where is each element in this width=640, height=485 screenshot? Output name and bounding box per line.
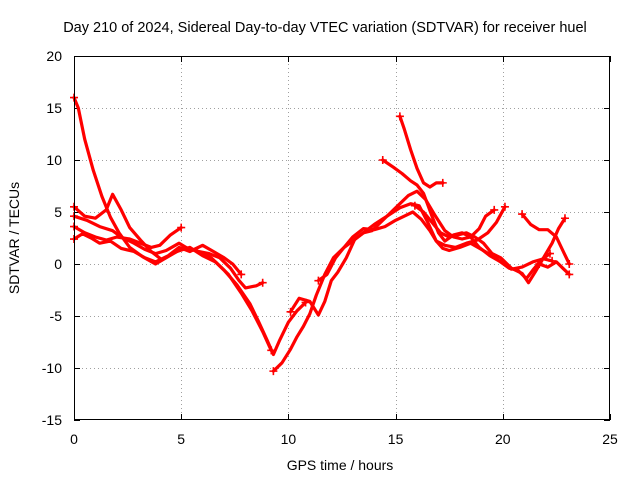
data-series-8-start-marker bbox=[314, 276, 323, 285]
x-axis-label: GPS time / hours bbox=[287, 457, 394, 473]
x-tick-label: 20 bbox=[495, 431, 511, 447]
data-series-6-start-marker bbox=[269, 367, 278, 376]
data-series-1 bbox=[72, 96, 273, 352]
data-series-10-end-marker bbox=[438, 178, 447, 187]
data-series-4 bbox=[72, 225, 183, 249]
y-tick-label: 0 bbox=[54, 256, 62, 272]
chart-title: Day 210 of 2024, Sidereal Day-to-day VTE… bbox=[63, 20, 587, 36]
x-tick-label: 25 bbox=[602, 431, 618, 447]
data-series-7-start-marker bbox=[286, 307, 295, 316]
data-series-11 bbox=[413, 204, 567, 285]
data-series-11-end-marker bbox=[560, 214, 569, 223]
y-tick-label: -10 bbox=[42, 360, 62, 376]
data-series-9-start-marker bbox=[378, 156, 387, 164]
data-series-7-end-marker bbox=[490, 205, 499, 214]
data-series-3-end-marker bbox=[258, 278, 267, 287]
x-tick-label: 5 bbox=[177, 431, 185, 447]
data-series-10-start-marker bbox=[395, 112, 404, 121]
data-series-12-end-marker bbox=[565, 260, 574, 268]
data-series-group bbox=[70, 93, 574, 376]
data-series-3 bbox=[72, 214, 265, 290]
y-axis-label: SDTVAR / TECUs bbox=[6, 182, 22, 294]
data-series-6 bbox=[271, 202, 507, 373]
x-tick-label: 0 bbox=[70, 431, 78, 447]
data-series-4-end-marker bbox=[177, 223, 186, 232]
data-series-2 bbox=[72, 192, 308, 357]
y-tick-label: -15 bbox=[42, 412, 62, 428]
data-series-13-start-marker bbox=[535, 260, 544, 268]
data-series-5-end-marker bbox=[237, 270, 246, 279]
y-tick-label: 10 bbox=[46, 152, 62, 168]
data-series-13 bbox=[537, 260, 571, 276]
data-series-5 bbox=[72, 232, 243, 276]
plot-frame bbox=[74, 56, 610, 420]
y-tick-label: 20 bbox=[46, 48, 62, 64]
y-tick-label: 15 bbox=[46, 100, 62, 116]
data-series-7 bbox=[288, 189, 496, 317]
y-tick-label: 5 bbox=[54, 204, 62, 220]
data-series-12-start-marker bbox=[518, 210, 527, 219]
data-series-10 bbox=[398, 114, 445, 189]
x-tick-label: 10 bbox=[281, 431, 297, 447]
data-series-11-start-marker bbox=[410, 201, 419, 210]
data-series-12 bbox=[520, 212, 571, 266]
x-tick-label: 15 bbox=[388, 431, 404, 447]
y-tick-label: -5 bbox=[50, 308, 63, 324]
data-series-13-end-marker bbox=[565, 270, 574, 279]
data-series-6-end-marker bbox=[500, 202, 509, 211]
axis-ticks: 0 5 10 15 20 25 -15 -10 -5 0 5 10 15 20 bbox=[42, 48, 618, 447]
grid bbox=[74, 56, 610, 420]
